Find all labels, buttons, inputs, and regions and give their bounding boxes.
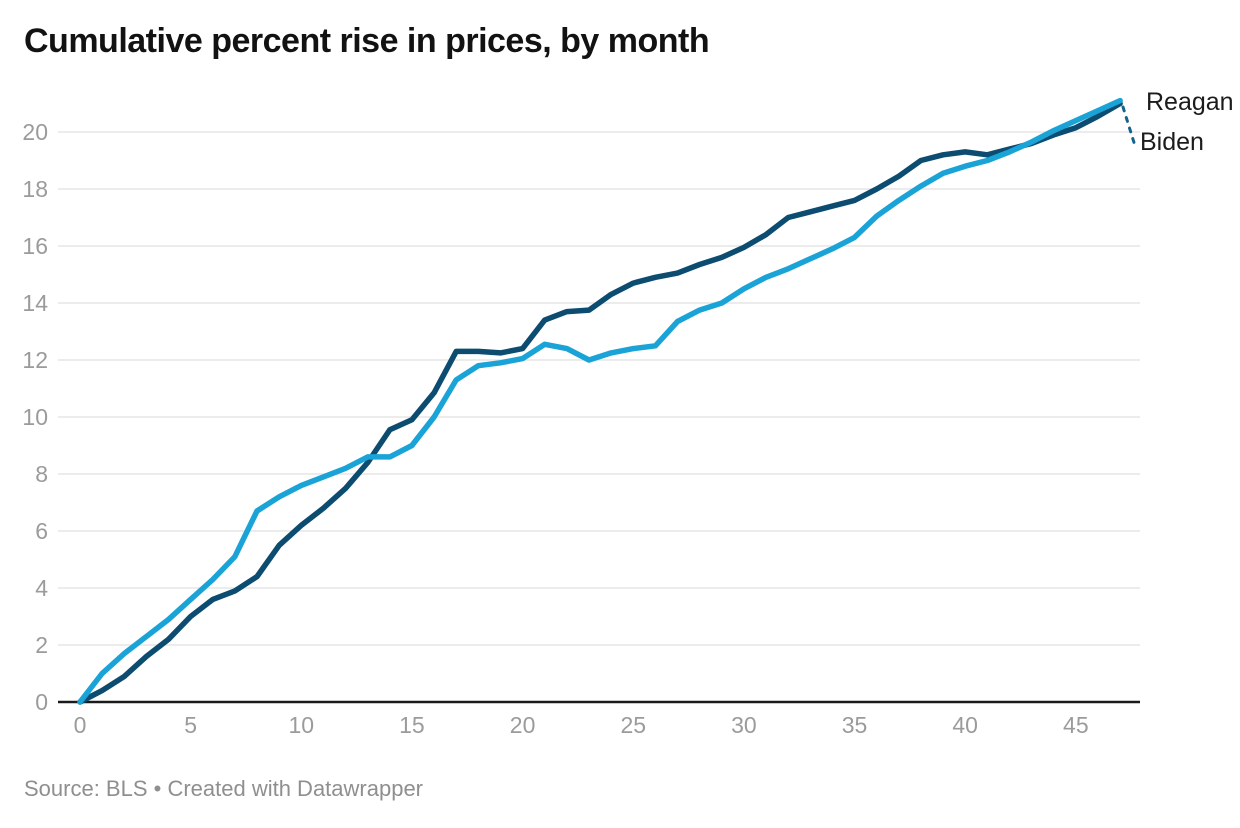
x-tick-label: 0 (74, 712, 87, 738)
y-tick-label: 8 (35, 461, 48, 487)
y-tick-label: 2 (35, 632, 48, 658)
x-tick-label: 45 (1063, 712, 1089, 738)
y-tick-label: 4 (35, 575, 48, 601)
source-attribution: Source: BLS • Created with Datawrapper (24, 776, 424, 801)
y-tick-label: 12 (22, 347, 48, 373)
biden-line[interactable] (77, 100, 1123, 705)
y-tick-label: 18 (22, 176, 48, 202)
x-tick-label: 25 (620, 712, 646, 738)
y-tick-label: 16 (22, 233, 48, 259)
y-tick-label: 20 (22, 119, 48, 145)
biden-label-leader-line (1121, 105, 1138, 151)
series-label-reagan: Reagan (1146, 88, 1234, 116)
chart-title: Cumulative percent rise in prices, by mo… (24, 22, 710, 60)
x-tick-label: 10 (289, 712, 315, 738)
reagan-line[interactable] (77, 97, 1123, 705)
x-tick-label: 40 (952, 712, 978, 738)
y-tick-label: 10 (22, 404, 48, 430)
y-tick-label: 6 (35, 518, 48, 544)
y-tick-label: 0 (35, 689, 48, 715)
x-tick-label: 35 (842, 712, 868, 738)
x-tick-label: 20 (510, 712, 536, 738)
x-tick-label: 5 (184, 712, 197, 738)
series-label-biden: Biden (1140, 128, 1204, 156)
x-tick-label: 15 (399, 712, 425, 738)
y-tick-label: 14 (22, 290, 48, 316)
x-tick-label: 30 (731, 712, 757, 738)
